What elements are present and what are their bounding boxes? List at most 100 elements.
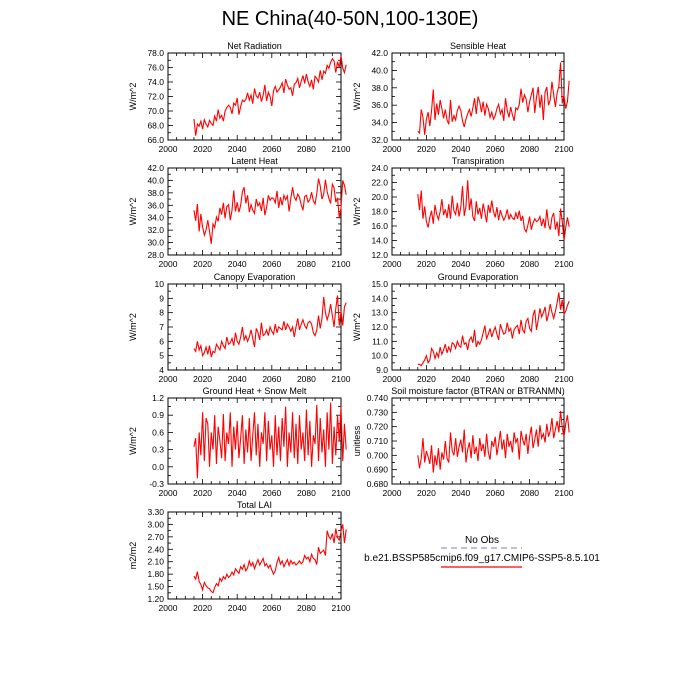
y-tick-label: 0.740 xyxy=(367,393,389,403)
x-tick-label: 2100 xyxy=(555,144,574,154)
x-tick-label: 2040 xyxy=(451,259,470,269)
x-tick-label: 2020 xyxy=(193,603,212,613)
legend-obs-label: No Obs xyxy=(465,535,499,546)
panel-8: Soil moisture factor (BTRAN or BTRANMN) 2… xyxy=(352,386,574,498)
series-line xyxy=(193,55,347,136)
y-tick-label: 4 xyxy=(159,365,164,375)
panel-title: Transpiration xyxy=(452,156,504,166)
x-tick-label: 2080 xyxy=(297,144,316,154)
legend-model-label: b.e21.BSSP585cmip6.f09_g17.CMIP6-SSP5-8.… xyxy=(364,553,600,564)
y-tick-label: 36.0 xyxy=(147,200,164,210)
panel-2: Sensible Heat 2000 2020 2040 2060 2080 2100 32.… xyxy=(352,41,574,154)
x-tick-label: 2000 xyxy=(159,259,178,269)
panel-1: Net Radiation 2000 2020 2040 2060 2080 2100 66.… xyxy=(128,41,351,154)
panel-title: Sensible Heat xyxy=(450,41,507,51)
panel-7: Ground Heat + Snow Melt 2000 2020 2040 2060 2… xyxy=(128,386,351,498)
x-tick-label: 2040 xyxy=(228,144,247,154)
x-tick-label: 2100 xyxy=(555,259,574,269)
y-tick-label: 1.80 xyxy=(147,569,164,579)
y-tick-label: 42.0 xyxy=(147,163,164,173)
y-tick-label: 0.730 xyxy=(367,407,389,417)
plot-frame xyxy=(167,283,342,371)
y-tick-label: 78.0 xyxy=(147,48,164,58)
x-tick-label: 2000 xyxy=(383,144,402,154)
y-tick-label: 9 xyxy=(159,293,164,303)
panel-title: Total LAI xyxy=(237,500,272,510)
y-tick-label: 38.0 xyxy=(147,188,164,198)
x-tick-label: 2060 xyxy=(262,144,281,154)
series-line xyxy=(193,178,347,244)
y-tick-label: 40.0 xyxy=(147,175,164,185)
y-axis-label: W/m^2 xyxy=(128,83,138,111)
x-tick-label: 2100 xyxy=(332,603,351,613)
y-tick-label: 10.0 xyxy=(371,351,388,361)
y-tick-label: 72.0 xyxy=(147,92,164,102)
y-tick-label: 13.0 xyxy=(371,308,388,318)
y-tick-label: 36.0 xyxy=(371,100,388,110)
x-tick-label: 2080 xyxy=(520,259,539,269)
y-tick-label: 2.10 xyxy=(147,557,164,567)
x-tick-label: 2000 xyxy=(159,144,178,154)
y-tick-label: 12.0 xyxy=(371,250,388,260)
x-tick-label: 2040 xyxy=(228,374,247,384)
y-tick-label: 1.50 xyxy=(147,582,164,592)
x-tick-label: 2060 xyxy=(262,603,281,613)
plot-frame xyxy=(167,511,342,600)
y-tick-label: 68.0 xyxy=(147,121,164,131)
y-tick-label: 0.680 xyxy=(367,479,389,489)
x-tick-label: 2060 xyxy=(486,374,505,384)
x-tick-label: 2080 xyxy=(520,144,539,154)
x-tick-label: 2100 xyxy=(332,259,351,269)
x-tick-label: 2080 xyxy=(297,374,316,384)
x-tick-label: 2040 xyxy=(451,488,470,498)
x-tick-label: 2000 xyxy=(383,374,402,384)
plot-frame xyxy=(167,52,342,141)
y-tick-label: 15.0 xyxy=(371,279,388,289)
y-tick-label: 0.3 xyxy=(152,445,164,455)
series-line xyxy=(417,292,570,367)
y-axis-label: W/m^2 xyxy=(128,313,138,341)
panel-6: Ground Evaporation 2000 2020 2040 2060 2080 21… xyxy=(352,272,574,384)
x-tick-label: 2100 xyxy=(555,374,574,384)
x-tick-label: 2020 xyxy=(417,374,436,384)
panel-9: Total LAI 2000 2020 2040 2060 2080 2100 1.20 1.5… xyxy=(128,500,351,613)
y-tick-label: 12.0 xyxy=(371,322,388,332)
series-line xyxy=(417,62,570,135)
legend: No Obs b.e21.BSSP585cmip6.f09_g17.CMIP6-S… xyxy=(364,535,600,568)
x-tick-label: 2020 xyxy=(417,259,436,269)
x-tick-label: 2060 xyxy=(486,488,505,498)
y-tick-label: 0.700 xyxy=(367,450,389,460)
series-line xyxy=(193,524,347,594)
y-tick-label: 30.0 xyxy=(147,238,164,248)
x-tick-label: 2040 xyxy=(451,374,470,384)
y-tick-label: 74.0 xyxy=(147,77,164,87)
y-axis-label: W/m^2 xyxy=(128,198,138,226)
y-axis-label: unitless xyxy=(352,425,362,456)
panel-title: Canopy Evaporation xyxy=(214,272,296,282)
series-line xyxy=(193,295,347,358)
panel-4: Transpiration 2000 2020 2040 2060 2080 2100 12.… xyxy=(352,156,574,269)
y-tick-label: 22.0 xyxy=(371,178,388,188)
x-tick-label: 2040 xyxy=(451,144,470,154)
y-tick-label: 3.30 xyxy=(147,507,164,517)
y-tick-label: 16.0 xyxy=(371,221,388,231)
y-tick-label: 28.0 xyxy=(147,250,164,260)
series-line xyxy=(417,410,570,473)
x-tick-label: 2080 xyxy=(297,603,316,613)
panel-title: Soil moisture factor (BTRAN or BTRANMN) xyxy=(391,386,565,396)
x-tick-label: 2000 xyxy=(159,374,178,384)
series-line xyxy=(417,180,570,241)
y-tick-label: 10 xyxy=(155,279,165,289)
panel-3: Latent Heat 2000 2020 2040 2060 2080 2100 28.0 3… xyxy=(128,156,351,269)
y-tick-label: 32.0 xyxy=(371,135,388,145)
x-tick-label: 2040 xyxy=(228,603,247,613)
x-tick-label: 2000 xyxy=(159,488,178,498)
y-tick-label: 1.20 xyxy=(147,594,164,604)
x-tick-label: 2080 xyxy=(297,259,316,269)
y-tick-label: 38.0 xyxy=(371,83,388,93)
x-tick-label: 2100 xyxy=(332,488,351,498)
x-tick-label: 2080 xyxy=(520,374,539,384)
x-tick-label: 2060 xyxy=(486,144,505,154)
x-tick-label: 2020 xyxy=(193,144,212,154)
